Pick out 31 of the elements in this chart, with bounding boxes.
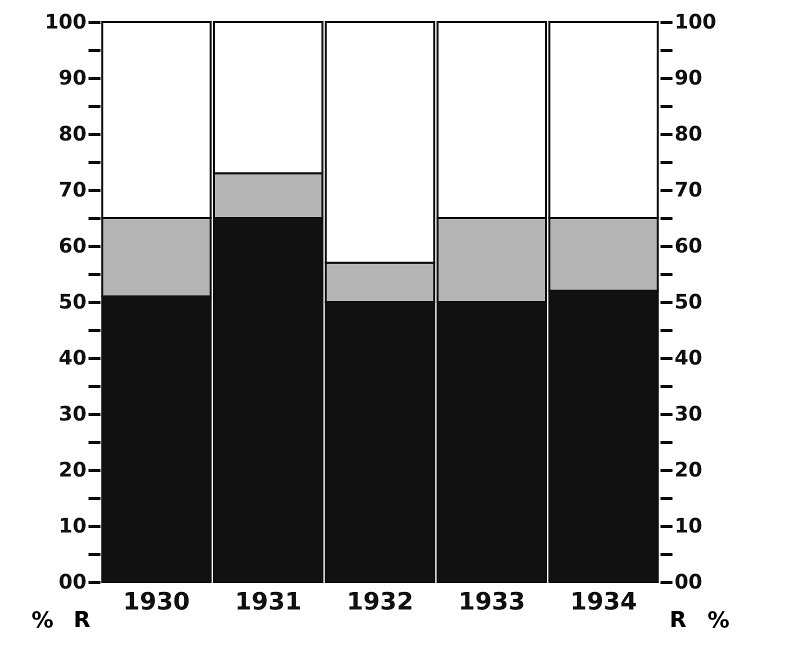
x-tick-label: 1932 xyxy=(346,588,414,616)
y-tick-label: 10 xyxy=(58,514,86,538)
y2-tick-label: 60 xyxy=(674,234,702,258)
text: R xyxy=(74,608,91,633)
y-tick-label: 100 xyxy=(44,10,86,34)
x-tick-label: 1934 xyxy=(570,588,637,616)
y2-tick-label: 100 xyxy=(674,10,716,34)
x-tick-label: 1931 xyxy=(234,588,302,616)
y2-tick-label: 70 xyxy=(674,178,702,202)
y-tick-label: 00 xyxy=(58,570,86,594)
y-axis-title: % xyxy=(31,608,54,634)
y-tick-label: 20 xyxy=(58,458,86,482)
x-tick-label: 1930 xyxy=(123,588,190,616)
text: R xyxy=(670,608,687,633)
y2-tick-label: 00 xyxy=(674,570,702,594)
y2-tick-label: 80 xyxy=(674,122,702,146)
y2-tick-label: 30 xyxy=(674,402,702,426)
y-tick-label: 50 xyxy=(58,290,86,314)
y-tick-label: 90 xyxy=(58,66,86,90)
y2-axis-title: % xyxy=(707,608,730,634)
y-tick-label: 30 xyxy=(58,402,86,426)
x-tick-label: 1933 xyxy=(458,588,526,616)
y-tick-label: 60 xyxy=(58,234,86,258)
y-tick-label: 70 xyxy=(58,178,86,202)
y-tick-label: 80 xyxy=(58,122,86,146)
y2-tick-label: 90 xyxy=(674,66,702,90)
y2-tick-label: 50 xyxy=(674,290,702,314)
y2-tick-label: 20 xyxy=(674,458,702,482)
y2-tick-label: 10 xyxy=(674,514,702,538)
y-tick-label: 40 xyxy=(58,346,86,370)
y2-tick-label: 40 xyxy=(674,346,702,370)
